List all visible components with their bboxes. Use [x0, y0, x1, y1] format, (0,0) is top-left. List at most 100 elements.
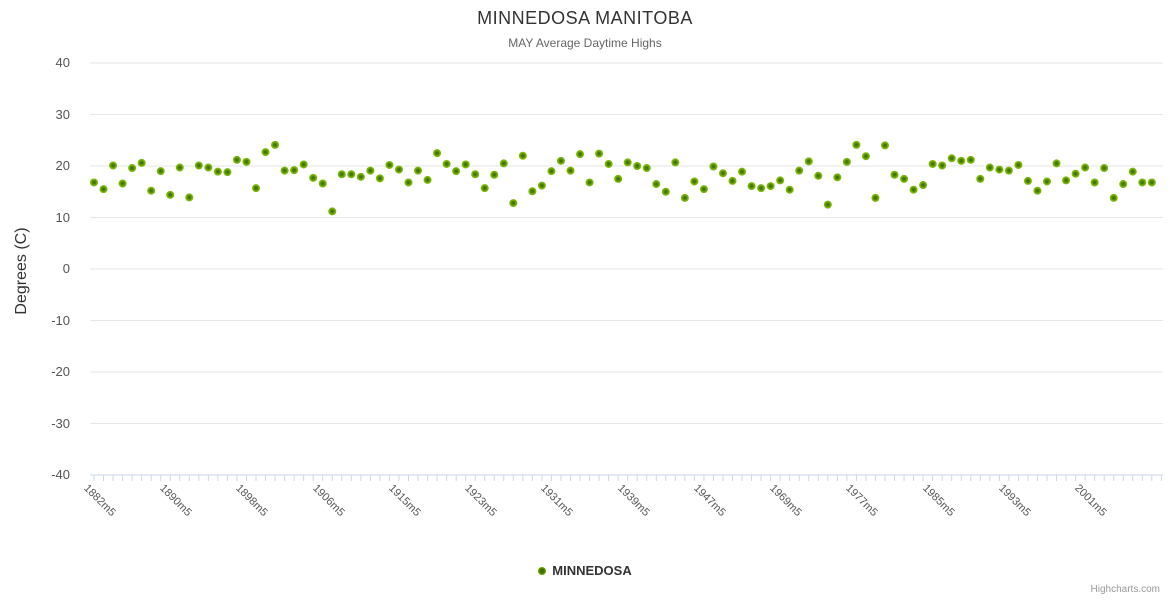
data-point[interactable] [461, 160, 470, 169]
data-point[interactable] [814, 171, 823, 180]
data-point[interactable] [966, 155, 975, 164]
data-point[interactable] [699, 185, 708, 194]
data-point[interactable] [776, 176, 785, 185]
data-point[interactable] [576, 150, 585, 159]
data-point[interactable] [261, 148, 270, 157]
data-point[interactable] [1081, 163, 1090, 172]
data-point[interactable] [1014, 160, 1023, 169]
data-point[interactable] [537, 181, 546, 190]
data-point[interactable] [1100, 164, 1109, 173]
data-point[interactable] [509, 199, 518, 208]
data-point[interactable] [642, 164, 651, 173]
data-point[interactable] [795, 166, 804, 175]
data-point[interactable] [718, 169, 727, 178]
data-point[interactable] [1004, 166, 1013, 175]
highcharts-credits-link[interactable]: Highcharts.com [1090, 584, 1160, 595]
data-point[interactable] [356, 172, 365, 181]
data-point[interactable] [328, 207, 337, 216]
data-point[interactable] [747, 182, 756, 191]
data-point[interactable] [166, 190, 175, 199]
data-point[interactable] [871, 193, 880, 202]
data-point[interactable] [366, 166, 375, 175]
data-point[interactable] [604, 159, 613, 168]
data-point[interactable] [1119, 180, 1128, 189]
data-point[interactable] [452, 167, 461, 176]
data-point[interactable] [90, 178, 98, 187]
data-point[interactable] [271, 140, 280, 149]
data-point[interactable] [1023, 176, 1032, 185]
data-point[interactable] [976, 174, 985, 183]
data-point[interactable] [947, 154, 956, 163]
data-point[interactable] [309, 173, 318, 182]
data-point[interactable] [1052, 159, 1061, 168]
data-point[interactable] [1138, 178, 1147, 187]
data-point[interactable] [490, 170, 499, 179]
data-point[interactable] [137, 158, 146, 167]
data-point[interactable] [414, 166, 423, 175]
data-point[interactable] [1062, 176, 1071, 185]
data-point[interactable] [185, 193, 194, 202]
data-point[interactable] [595, 149, 604, 158]
data-point[interactable] [566, 166, 575, 175]
data-point[interactable] [280, 166, 289, 175]
data-point[interactable] [128, 164, 137, 173]
data-point[interactable] [919, 181, 928, 190]
data-point[interactable] [690, 177, 699, 186]
data-point[interactable] [499, 159, 508, 168]
data-point[interactable] [909, 185, 918, 194]
data-point[interactable] [842, 157, 851, 166]
data-point[interactable] [957, 156, 966, 165]
data-point[interactable] [766, 182, 775, 191]
legend[interactable]: MINNEDOSA [0, 563, 1170, 578]
data-point[interactable] [375, 174, 384, 183]
data-point[interactable] [880, 141, 889, 150]
data-point[interactable] [995, 165, 1004, 174]
data-point[interactable] [1128, 167, 1137, 176]
data-point[interactable] [433, 149, 442, 158]
data-point[interactable] [833, 173, 842, 182]
data-point[interactable] [118, 179, 127, 188]
data-point[interactable] [709, 162, 718, 171]
data-point[interactable] [318, 179, 327, 188]
data-point[interactable] [1033, 186, 1042, 195]
data-point[interactable] [147, 186, 156, 195]
data-point[interactable] [290, 166, 299, 175]
data-point[interactable] [385, 160, 394, 169]
data-point[interactable] [337, 170, 346, 179]
data-point[interactable] [661, 187, 670, 196]
data-point[interactable] [728, 176, 737, 185]
data-point[interactable] [175, 163, 184, 172]
data-point[interactable] [518, 151, 527, 160]
data-point[interactable] [633, 162, 642, 170]
data-point[interactable] [471, 170, 480, 179]
data-point[interactable] [1090, 178, 1099, 187]
data-point[interactable] [156, 167, 165, 176]
data-point[interactable] [194, 161, 203, 170]
data-point[interactable] [738, 167, 747, 176]
data-point[interactable] [652, 180, 661, 189]
data-point[interactable] [823, 200, 832, 209]
data-point[interactable] [299, 160, 308, 169]
data-point[interactable] [252, 184, 261, 193]
data-point[interactable] [680, 193, 689, 202]
data-point[interactable] [785, 185, 794, 194]
data-point[interactable] [213, 167, 222, 176]
data-point[interactable] [938, 161, 947, 170]
data-point[interactable] [1043, 177, 1051, 186]
data-point[interactable] [985, 163, 994, 172]
data-point[interactable] [1109, 193, 1118, 202]
data-point[interactable] [442, 159, 451, 168]
data-point[interactable] [547, 167, 556, 176]
data-point[interactable] [928, 159, 937, 168]
data-point[interactable] [242, 157, 251, 166]
data-point[interactable] [585, 178, 594, 187]
data-point[interactable] [528, 187, 537, 196]
data-point[interactable] [1071, 169, 1080, 178]
data-point[interactable] [480, 184, 489, 193]
data-point[interactable] [99, 185, 108, 194]
data-point[interactable] [232, 155, 241, 164]
data-point[interactable] [347, 170, 356, 179]
data-point[interactable] [423, 175, 432, 184]
data-point[interactable] [804, 157, 813, 166]
data-point[interactable] [861, 152, 870, 161]
